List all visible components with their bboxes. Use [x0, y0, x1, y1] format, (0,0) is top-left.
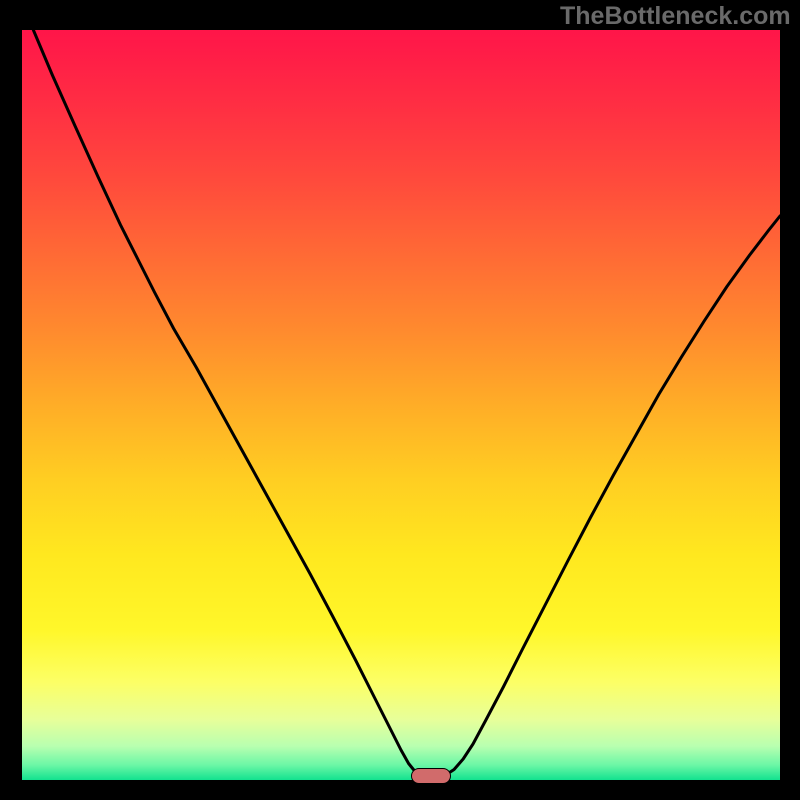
gradient-background — [22, 30, 780, 780]
plot-area — [22, 30, 780, 780]
chart-svg — [22, 30, 780, 780]
optimal-point-marker — [411, 768, 451, 784]
watermark-text: TheBottleneck.com — [560, 2, 791, 31]
